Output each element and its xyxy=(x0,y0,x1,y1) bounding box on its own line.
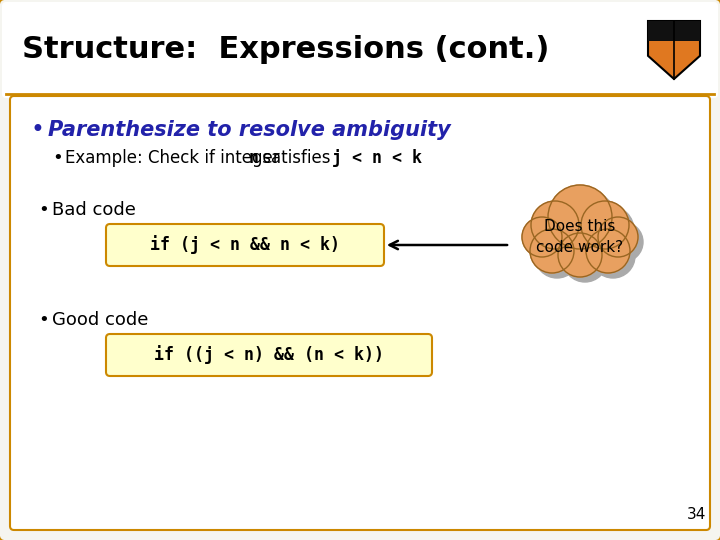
Polygon shape xyxy=(648,21,700,79)
Text: n: n xyxy=(248,149,258,167)
Text: •: • xyxy=(38,201,49,219)
Text: •: • xyxy=(38,311,49,329)
Text: Bad code: Bad code xyxy=(52,201,136,219)
FancyBboxPatch shape xyxy=(10,96,710,530)
Text: •: • xyxy=(30,118,44,142)
Circle shape xyxy=(586,229,630,273)
Text: if ((j < n) && (n < k)): if ((j < n) && (n < k)) xyxy=(154,346,384,365)
Circle shape xyxy=(535,234,579,278)
Circle shape xyxy=(563,238,607,282)
Circle shape xyxy=(536,206,584,254)
Circle shape xyxy=(530,229,574,273)
Text: Good code: Good code xyxy=(52,311,148,329)
Text: if (j < n && n < k): if (j < n && n < k) xyxy=(150,235,340,254)
Text: Does this
code work?: Does this code work? xyxy=(536,219,624,255)
Text: Structure:  Expressions (cont.): Structure: Expressions (cont.) xyxy=(22,36,549,64)
Circle shape xyxy=(603,222,643,262)
Circle shape xyxy=(527,222,567,262)
Circle shape xyxy=(591,234,635,278)
FancyBboxPatch shape xyxy=(2,2,718,98)
Text: Parenthesize to resolve ambiguity: Parenthesize to resolve ambiguity xyxy=(48,120,451,140)
FancyBboxPatch shape xyxy=(106,334,432,376)
Text: Example: Check if integer: Example: Check if integer xyxy=(65,149,285,167)
Text: satisfies: satisfies xyxy=(257,149,336,167)
Text: j < n < k: j < n < k xyxy=(332,149,422,167)
Text: 34: 34 xyxy=(687,507,706,522)
FancyBboxPatch shape xyxy=(106,224,384,266)
Circle shape xyxy=(558,233,602,277)
Polygon shape xyxy=(648,21,700,41)
Circle shape xyxy=(548,185,612,249)
Circle shape xyxy=(586,206,634,254)
Circle shape xyxy=(598,217,638,257)
Circle shape xyxy=(581,201,629,249)
Circle shape xyxy=(553,190,617,254)
Text: •: • xyxy=(52,149,63,167)
Circle shape xyxy=(522,217,562,257)
Circle shape xyxy=(531,201,579,249)
